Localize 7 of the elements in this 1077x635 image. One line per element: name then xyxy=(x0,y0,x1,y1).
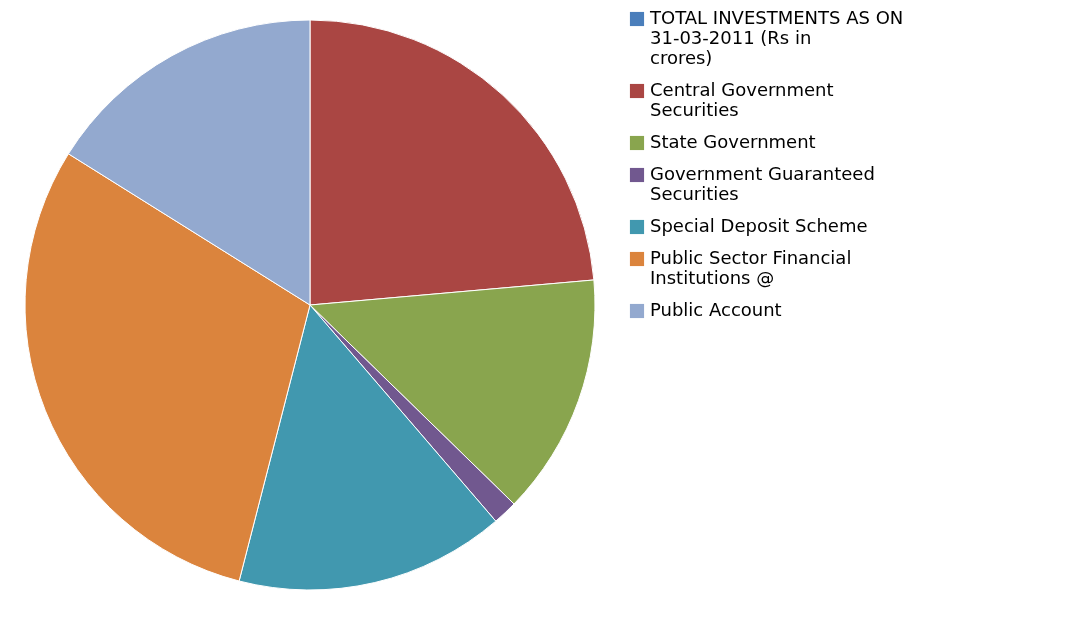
legend-label: State Government xyxy=(650,131,816,152)
legend-label: Central Government Securities xyxy=(650,79,834,120)
legend-label: Public Account xyxy=(650,299,782,320)
legend-label: Government Guaranteed Securities xyxy=(650,163,875,204)
legend-label: Special Deposit Scheme xyxy=(650,215,868,236)
legend-label: TOTAL INVESTMENTS AS ON 31-03-2011 (Rs in crores) xyxy=(649,7,904,68)
legend-label: Public Sector Financial Institutions @ xyxy=(650,247,852,288)
